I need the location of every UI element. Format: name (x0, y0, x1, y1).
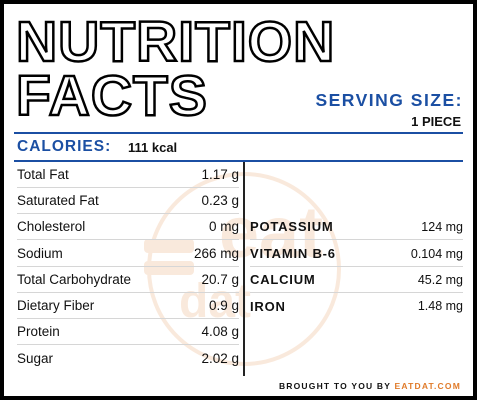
calories-value: 111 kcal (128, 140, 178, 155)
nutrient-row-iron: IRON 1.48 mg (250, 293, 463, 319)
nutrient-row-cholesterol: Cholesterol 0 mg (17, 214, 239, 240)
nutrient-value: 0.23 g (201, 193, 239, 208)
footer-brand-link[interactable]: EATDAT.COM (394, 381, 461, 391)
nutrient-value: 0.9 g (208, 298, 239, 313)
nutrient-value: 2.02 g (201, 350, 239, 366)
title-line-1: NUTRITION (15, 10, 336, 74)
nutrient-value: 266 mg (193, 246, 239, 261)
serving-size-label: SERVING SIZE: (315, 90, 463, 110)
nutrient-name: Sodium (17, 246, 63, 261)
nutrition-card: NUTRITION FACTS SERVING SIZE: 1 PIECE CA… (4, 4, 473, 396)
footer-credit: BROUGHT TO YOU BY EATDAT.COM (279, 381, 461, 391)
nutrient-row-dietary-fiber: Dietary Fiber 0.9 g (17, 293, 239, 319)
nutrient-name: VITAMIN B-6 (250, 246, 336, 261)
nutrient-row-sodium: Sodium 266 mg (17, 241, 239, 267)
nutrient-name: Total Carbohydrate (17, 272, 132, 287)
nutrient-row-saturated-fat: Saturated Fat 0.23 g (17, 188, 239, 214)
calories-bar: CALORIES: 111 kcal (14, 132, 463, 162)
nutrient-name: Saturated Fat (17, 193, 99, 208)
nutrient-row-calcium: CALCIUM 45.2 mg (250, 267, 463, 293)
nutrient-row-total-fat: Total Fat 1.17 g (17, 162, 239, 188)
nutrient-name: Sugar (17, 350, 54, 366)
nutrient-name: IRON (250, 298, 286, 314)
nutrient-row-potassium: POTASSIUM 124 mg (250, 214, 463, 240)
nutrient-value: 1.48 mg (417, 299, 463, 313)
title-line-2: FACTS (15, 64, 208, 128)
nutrient-name: Cholesterol (17, 219, 86, 234)
serving-size-value: 1 PIECE (411, 114, 461, 129)
nutrients-grid: Total Fat 1.17 g Saturated Fat 0.23 g Ch… (14, 162, 463, 376)
nutrient-value: 4.08 g (201, 324, 239, 339)
nutrient-row-protein: Protein 4.08 g (17, 319, 239, 345)
nutrient-value: 0.104 mg (410, 246, 463, 261)
nutrient-name: Total Fat (17, 167, 69, 182)
nutrient-value: 1.17 g (201, 167, 239, 182)
nutrient-row-sugar: Sugar 2.02 g (17, 345, 239, 371)
nutrient-value: 45.2 mg (417, 272, 463, 287)
nutrient-name: Protein (17, 324, 60, 339)
footer-prefix: BROUGHT TO YOU BY (278, 381, 391, 391)
nutrient-row-total-carbohydrate: Total Carbohydrate 20.7 g (17, 267, 239, 293)
nutrient-row-vitamin-b6: VITAMIN B-6 0.104 mg (250, 241, 463, 267)
nutrient-name: POTASSIUM (250, 219, 334, 234)
column-divider (243, 162, 245, 376)
nutrient-value: 0 mg (208, 219, 239, 234)
nutrient-value: 124 mg (421, 219, 463, 234)
nutrient-name: CALCIUM (250, 272, 316, 287)
nutrient-value: 20.7 g (201, 272, 239, 287)
calories-label: CALORIES: (17, 138, 112, 155)
nutrient-name: Dietary Fiber (17, 298, 95, 313)
